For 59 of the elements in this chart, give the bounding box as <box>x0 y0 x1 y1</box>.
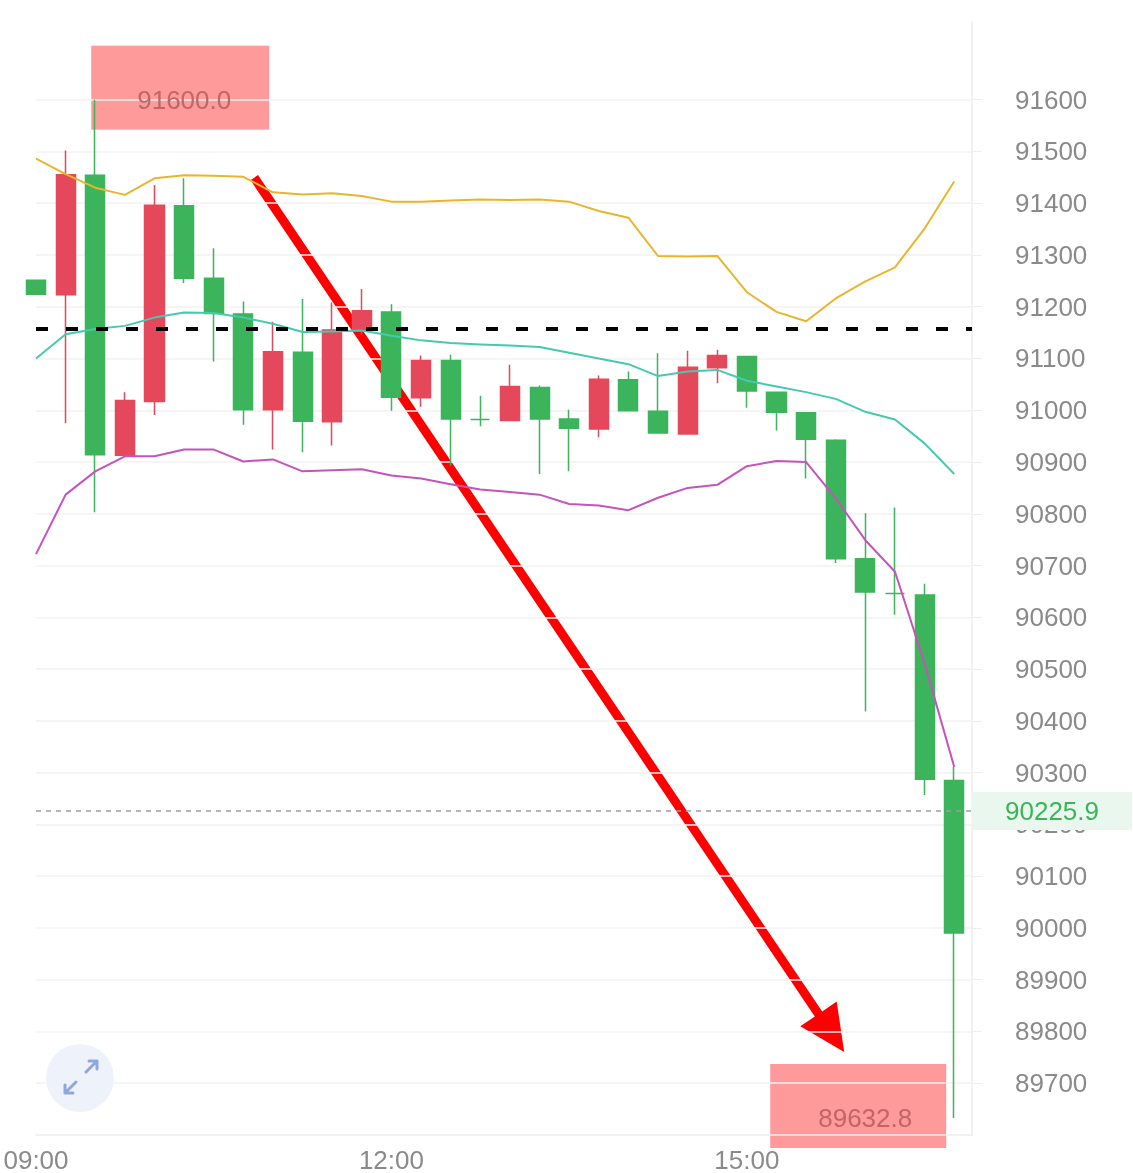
candlestick <box>321 301 343 447</box>
y-tick-label: 90900 <box>1015 447 1088 478</box>
y-tick-label: 91000 <box>1015 395 1088 426</box>
candlestick <box>914 582 936 796</box>
candlestick <box>173 177 195 284</box>
x-tick-label: 15:00 <box>714 1145 780 1173</box>
y-tick-label: 90600 <box>1015 602 1088 633</box>
y-tick-label: 91300 <box>1015 239 1088 270</box>
candlestick <box>380 303 402 412</box>
candlestick <box>292 298 314 453</box>
y-tick-label: 91200 <box>1015 291 1088 322</box>
annotation: 89632.8 <box>818 1103 913 1134</box>
y-tick-label: 90100 <box>1015 861 1088 892</box>
candlestick <box>410 354 432 408</box>
candlestick <box>558 408 580 473</box>
candlestick <box>114 391 136 458</box>
line-series <box>35 448 956 768</box>
candlestick <box>765 391 788 432</box>
y-tick-label: 90000 <box>1015 912 1088 943</box>
candlestick <box>588 374 610 438</box>
y-tick-label: 89900 <box>1015 964 1088 995</box>
candlestick <box>884 506 906 616</box>
candlestick <box>825 438 847 564</box>
candlestick <box>736 355 758 409</box>
y-tick-label: 90400 <box>1015 705 1088 736</box>
candlestick <box>262 320 284 451</box>
candlestick <box>529 384 551 475</box>
candlestick <box>706 348 728 385</box>
ref-line-label: 90225.9 <box>1005 795 1099 826</box>
candlestick <box>143 184 166 416</box>
candlestick <box>351 288 373 336</box>
y-tick-label: 89800 <box>1015 1016 1088 1047</box>
y-tick-label: 90700 <box>1015 550 1088 581</box>
candlestick <box>25 279 47 296</box>
y-tick-label: 91500 <box>1015 136 1088 167</box>
y-tick-label: 90500 <box>1015 654 1088 685</box>
y-tick-label: 90300 <box>1015 757 1088 788</box>
candlestick <box>499 363 521 422</box>
candlestick <box>943 766 965 1119</box>
y-tick-label: 91600 <box>1015 84 1088 115</box>
candlestick <box>55 149 77 424</box>
x-tick-label: 09:00 <box>3 1145 69 1173</box>
candlestick <box>440 354 462 467</box>
x-tick-label: 12:00 <box>358 1145 424 1173</box>
candlestick <box>84 98 106 513</box>
candlestick <box>203 247 225 363</box>
candlestick <box>647 352 669 434</box>
y-tick-label: 91100 <box>1015 343 1086 374</box>
candlestick <box>232 300 254 426</box>
candlestick <box>795 412 817 480</box>
candlestick <box>617 370 639 412</box>
y-tick-label: 89700 <box>1015 1068 1088 1099</box>
candlestick <box>677 349 699 436</box>
y-tick-label: 90800 <box>1015 498 1088 529</box>
candlestick <box>854 512 876 713</box>
candlestick <box>469 395 491 428</box>
line-series <box>35 157 956 323</box>
line-series <box>35 311 956 475</box>
y-tick-label: 91400 <box>1015 188 1088 219</box>
